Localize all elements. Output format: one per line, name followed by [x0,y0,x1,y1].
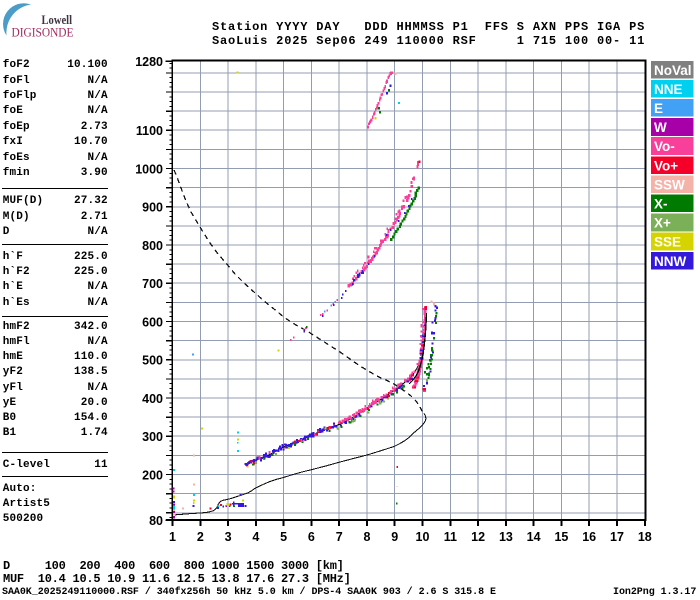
svg-text:SSE: SSE [654,235,681,250]
svg-text:600: 600 [142,315,163,329]
svg-text:7: 7 [336,530,343,544]
svg-text:3: 3 [225,530,232,544]
svg-text:E: E [654,101,663,116]
svg-text:Vo+: Vo+ [654,158,678,173]
svg-text:400: 400 [142,392,163,406]
svg-text:80: 80 [149,514,163,528]
svg-text:15: 15 [554,530,568,544]
svg-text:X+: X+ [654,216,671,231]
svg-text:14: 14 [527,530,541,544]
svg-text:Vo-: Vo- [654,139,675,154]
svg-text:SSW: SSW [654,177,685,192]
svg-text:1280: 1280 [135,55,163,69]
svg-text:4: 4 [252,530,259,544]
svg-text:Lowell: Lowell [42,13,73,27]
svg-text:200: 200 [142,468,163,482]
svg-text:NoVal: NoVal [654,63,692,78]
svg-text:6: 6 [308,530,315,544]
svg-text:17: 17 [610,530,624,544]
svg-text:1: 1 [169,530,176,544]
svg-text:X-: X- [654,197,668,212]
svg-text:NNE: NNE [654,82,683,97]
svg-text:500: 500 [142,354,163,368]
svg-text:11: 11 [444,530,457,544]
svg-text:8: 8 [364,530,371,544]
svg-text:16: 16 [582,530,596,544]
svg-text:2: 2 [197,530,204,544]
svg-text:1000: 1000 [135,162,163,176]
svg-text:NNW: NNW [654,254,686,269]
svg-text:900: 900 [142,201,163,215]
svg-text:10: 10 [416,530,430,544]
svg-text:800: 800 [142,239,163,253]
svg-text:5: 5 [280,530,287,544]
svg-text:9: 9 [391,530,398,544]
svg-text:300: 300 [142,430,163,444]
svg-text:W: W [654,120,667,135]
svg-text:1100: 1100 [136,124,163,138]
svg-text:700: 700 [142,277,163,291]
svg-text:12: 12 [471,530,485,544]
svg-text:DIGISONDE: DIGISONDE [12,25,74,40]
svg-text:18: 18 [638,530,652,544]
svg-text:13: 13 [499,530,513,544]
